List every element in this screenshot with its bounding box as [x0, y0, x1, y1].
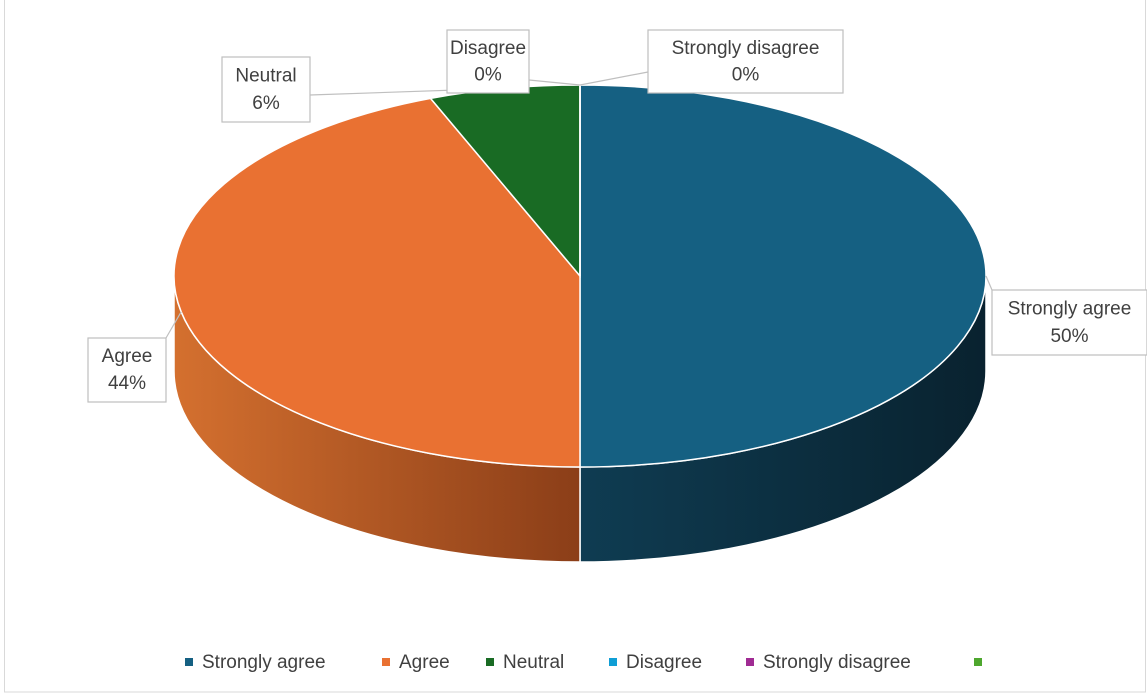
- leader-line: [579, 71, 649, 86]
- label-box: [87, 337, 167, 403]
- pie-slice: [173, 97, 581, 468]
- leader-line: [528, 79, 581, 86]
- legend-label: Neutral: [503, 652, 564, 673]
- leader-line: [165, 311, 182, 339]
- legend-label: Agree: [399, 652, 450, 673]
- data-label-name: Disagree: [450, 38, 526, 59]
- legend-label: Strongly agree: [202, 652, 326, 673]
- data-label-name: Strongly agree: [1008, 299, 1132, 320]
- legend-marker: [609, 658, 617, 666]
- legend-marker: [974, 658, 982, 666]
- legend-marker: [382, 658, 390, 666]
- data-label-value: 0%: [732, 64, 760, 85]
- data-label-value: 50%: [1050, 326, 1088, 347]
- legend-marker: [185, 658, 193, 666]
- data-label-name: Strongly disagree: [672, 38, 820, 59]
- legend-label: Disagree: [626, 652, 702, 673]
- label-box: [446, 29, 530, 94]
- data-label-value: 44%: [108, 373, 146, 394]
- legend-label: Strongly disagree: [763, 652, 911, 673]
- data-label-value: 6%: [252, 93, 280, 114]
- legend-marker: [746, 658, 754, 666]
- data-label-value: 0%: [474, 64, 502, 85]
- data-label-name: Neutral: [235, 66, 296, 87]
- data-label-name: Agree: [102, 346, 153, 367]
- label-box: [221, 56, 311, 123]
- label-box: [991, 289, 1147, 356]
- legend-marker: [486, 658, 494, 666]
- leader-line: [985, 275, 993, 291]
- label-box: [647, 29, 844, 94]
